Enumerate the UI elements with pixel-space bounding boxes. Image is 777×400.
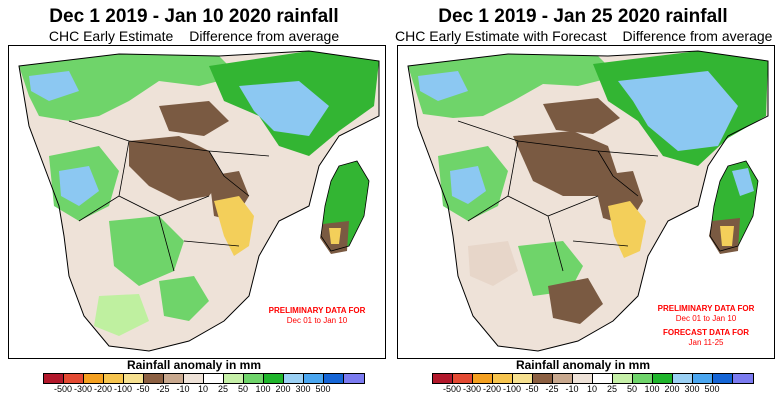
legend-tick-label: -25 xyxy=(156,384,170,394)
forecast-dates: Jan 11-25 xyxy=(688,338,724,347)
legend-swatch xyxy=(693,374,713,383)
legend-swatch xyxy=(224,374,244,383)
legend-swatch xyxy=(733,374,753,383)
panel-title: Dec 1 2019 - Jan 25 2020 rainfall xyxy=(438,6,728,27)
panel-subtitle: CHC Early Estimate Difference from avera… xyxy=(0,28,388,44)
legend-tick-label: -200 xyxy=(482,384,502,394)
panel-right: Dec 1 2019 - Jan 25 2020 rainfall CHC Ea… xyxy=(389,0,777,400)
legend-swatch xyxy=(84,374,104,383)
legend-swatch xyxy=(324,374,344,383)
subtitle-metric: Difference from average xyxy=(622,28,773,44)
preliminary-note: PRELIMINARY DATA FOR Dec 01 to Jan 10 FO… xyxy=(646,304,766,348)
note-dates: Dec 01 to Jan 10 xyxy=(286,316,348,325)
legend-title: Rainfall anomaly in mm xyxy=(515,358,651,372)
legend-tick-label: -25 xyxy=(545,384,559,394)
legend-swatch xyxy=(713,374,733,383)
legend-swatch xyxy=(533,374,553,383)
legend-tick-label: 100 xyxy=(644,384,660,394)
subtitle-product: CHC Early Estimate with Forecast xyxy=(395,28,607,44)
legend-tick-label: 500 xyxy=(704,384,720,394)
legend-swatch xyxy=(104,374,124,383)
note-title: PRELIMINARY DATA FOR xyxy=(268,306,366,315)
legend-tick-label: -10 xyxy=(565,384,579,394)
legend-swatch xyxy=(453,374,473,383)
legend-colorbar xyxy=(43,373,365,384)
legend-tick-label: -100 xyxy=(502,384,522,394)
legend-swatch xyxy=(573,374,593,383)
rainfall-map-right[interactable]: PRELIMINARY DATA FOR Dec 01 to Jan 10 FO… xyxy=(397,45,775,359)
legend-swatch xyxy=(433,374,453,383)
legend-swatch xyxy=(164,374,184,383)
legend-swatch xyxy=(633,374,653,383)
legend-tick-label: -200 xyxy=(93,384,113,394)
panel-title: Dec 1 2019 - Jan 10 2020 rainfall xyxy=(49,6,339,27)
map-graphic xyxy=(9,46,385,358)
legend-tick-label: 10 xyxy=(586,384,598,394)
legend-swatch xyxy=(493,374,513,383)
legend-tick-label: -50 xyxy=(136,384,150,394)
legend-swatch xyxy=(44,374,64,383)
legend-tick-label: 300 xyxy=(295,384,311,394)
legend-swatch xyxy=(64,374,84,383)
legend-tick-label: -100 xyxy=(113,384,133,394)
legend-swatch xyxy=(144,374,164,383)
note-title: PRELIMINARY DATA FOR xyxy=(657,304,755,313)
legend-swatch xyxy=(673,374,693,383)
legend-tick-label: -50 xyxy=(525,384,539,394)
legend-title: Rainfall anomaly in mm xyxy=(126,358,262,372)
legend-swatch xyxy=(184,374,204,383)
legend-swatch xyxy=(124,374,144,383)
subtitle-product: CHC Early Estimate xyxy=(48,28,174,44)
legend-tick-label: 50 xyxy=(237,384,249,394)
legend-swatch xyxy=(204,374,224,383)
panel-left: Dec 1 2019 - Jan 10 2020 rainfall CHC Ea… xyxy=(0,0,388,400)
legend-swatch xyxy=(473,374,493,383)
legend-tick-label: -300 xyxy=(73,384,93,394)
legend-swatch xyxy=(244,374,264,383)
legend-ticks: -500 -300 -200 -100 -50 -25 -10 10 25 50 100 200 300… xyxy=(432,384,740,396)
legend-swatch xyxy=(304,374,324,383)
legend-swatch xyxy=(593,374,613,383)
legend-tick-label: 200 xyxy=(275,384,291,394)
legend-ticks: -500 -300 -200 -100 -50 -25 -10 10 25 50 100 200 300… xyxy=(43,384,351,396)
legend-swatch xyxy=(284,374,304,383)
legend-tick-label: 25 xyxy=(606,384,618,394)
legend-tick-label: -10 xyxy=(176,384,190,394)
legend-tick-label: 10 xyxy=(197,384,209,394)
legend-tick-label: 500 xyxy=(315,384,331,394)
preliminary-note: PRELIMINARY DATA FOR Dec 01 to Jan 10 xyxy=(257,306,377,326)
legend-tick-label: -500 xyxy=(442,384,462,394)
subtitle-metric: Difference from average xyxy=(189,28,340,44)
legend-tick-label: -300 xyxy=(462,384,482,394)
legend-tick-label: -500 xyxy=(53,384,73,394)
panel-subtitle: CHC Early Estimate with Forecast Differe… xyxy=(389,28,777,44)
legend-tick-label: 25 xyxy=(217,384,229,394)
legend-swatch xyxy=(344,374,364,383)
forecast-title: FORECAST DATA FOR xyxy=(662,328,750,337)
legend-swatch xyxy=(553,374,573,383)
rainfall-map-left[interactable]: PRELIMINARY DATA FOR Dec 01 to Jan 10 xyxy=(8,45,386,359)
legend-colorbar xyxy=(432,373,754,384)
legend-swatch xyxy=(264,374,284,383)
legend-tick-label: 200 xyxy=(664,384,680,394)
legend-tick-label: 300 xyxy=(684,384,700,394)
map-graphic xyxy=(398,46,774,358)
note-dates: Dec 01 to Jan 10 xyxy=(675,314,737,323)
legend-swatch xyxy=(653,374,673,383)
legend-tick-label: 100 xyxy=(255,384,271,394)
legend-swatch xyxy=(613,374,633,383)
legend-tick-label: 50 xyxy=(626,384,638,394)
legend-swatch xyxy=(513,374,533,383)
